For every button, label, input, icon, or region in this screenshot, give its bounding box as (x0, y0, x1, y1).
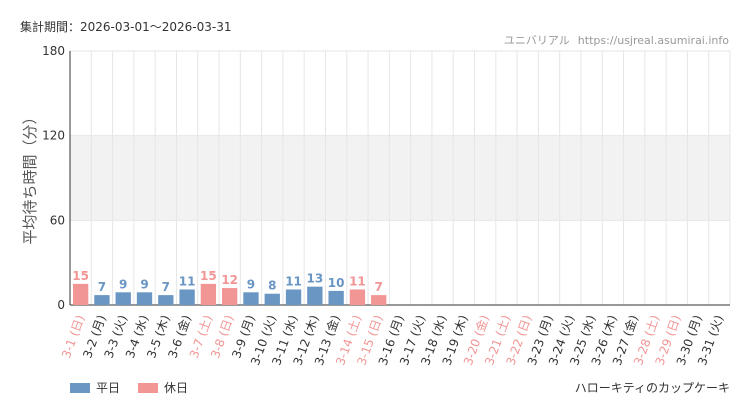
y-axis-title: 平均待ち時間（分） (21, 109, 39, 244)
bar-2 (94, 295, 110, 305)
data-label: 15 (200, 269, 217, 283)
data-label: 13 (306, 272, 323, 286)
bar-9 (243, 292, 259, 305)
grid-layer (69, 50, 731, 306)
bar-13 (328, 290, 344, 305)
legend-item-weekday: 平日 (70, 379, 120, 396)
legend-swatch-weekday (70, 382, 90, 393)
data-label: 7 (98, 280, 106, 294)
y-tick-label: 60 (50, 213, 65, 227)
bar-10 (264, 293, 280, 305)
bars-layer (72, 283, 387, 305)
y-tick-label: 0 (57, 298, 65, 312)
data-label: 9 (119, 277, 127, 291)
data-label: 12 (221, 273, 238, 287)
site-credit: ユニバリアル https://usjreal.asumirai.info (504, 34, 729, 47)
bar-11 (285, 289, 302, 305)
data-label: 10 (328, 276, 345, 290)
legend-swatch-holiday (138, 382, 159, 393)
data-label: 7 (375, 280, 383, 294)
data-label: 11 (179, 274, 196, 288)
y-tick-label: 180 (42, 44, 65, 58)
chart-legend: 平日 休日 (70, 379, 188, 396)
bar-6 (179, 289, 195, 305)
bar-14 (349, 289, 366, 305)
shaded-band-0 (70, 135, 730, 221)
collection-period-label: 集計期間：2026-03-01～2026-03-31 (20, 20, 232, 34)
bar-12 (307, 286, 323, 305)
legend-label-weekday: 平日 (96, 381, 121, 395)
site-url: https://usjreal.asumirai.info (578, 34, 729, 47)
data-label: 7 (162, 280, 170, 294)
bar-1 (72, 283, 89, 305)
bar-7 (200, 283, 217, 305)
y-tick-label: 120 (42, 129, 65, 143)
bar-8 (222, 288, 238, 305)
data-label: 15 (72, 269, 89, 283)
bar-4 (136, 292, 153, 305)
data-label: 8 (268, 279, 276, 293)
data-label: 11 (349, 274, 366, 288)
labels-layer: 153-1 (日)73-2 (月)93-3 (火)93-4 (水)73-5 (木… (59, 269, 726, 367)
bar-3 (115, 292, 131, 305)
data-label: 9 (140, 277, 148, 291)
legend-label-holiday: 休日 (164, 381, 189, 395)
data-label: 11 (285, 274, 302, 288)
bar-15 (371, 295, 387, 305)
legend-item-holiday: 休日 (138, 379, 188, 396)
bar-5 (158, 295, 174, 305)
site-name: ユニバリアル (504, 34, 570, 47)
attraction-name: ハローキティのカップケーキ (574, 381, 730, 395)
shaded-band-layer (70, 135, 730, 221)
data-label: 9 (247, 277, 255, 291)
axes-layer: 0 60 120 180 (42, 44, 71, 312)
